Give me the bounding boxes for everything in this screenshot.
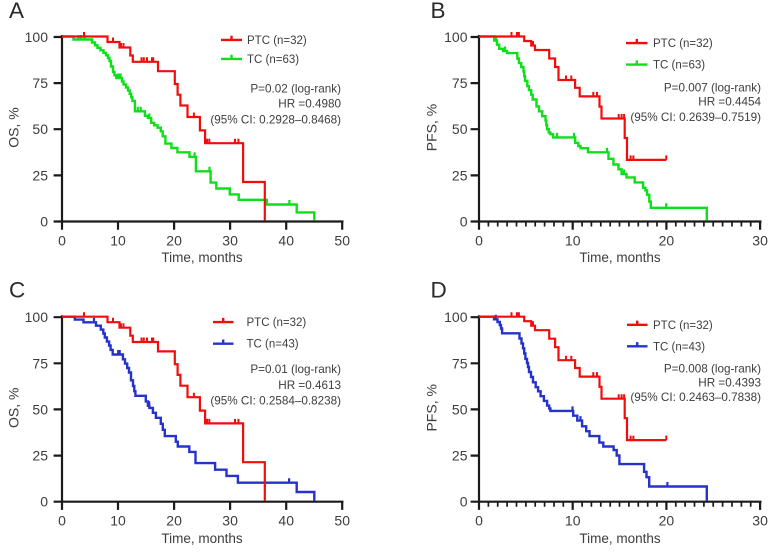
- svg-text:20: 20: [659, 513, 675, 529]
- svg-text:10: 10: [110, 233, 126, 249]
- svg-text:50: 50: [334, 233, 350, 249]
- svg-text:D: D: [431, 277, 447, 302]
- svg-text:50: 50: [32, 401, 48, 417]
- svg-text:0: 0: [40, 214, 48, 230]
- svg-text:50: 50: [334, 513, 350, 529]
- svg-text:P=0.01 (log-rank): P=0.01 (log-rank): [250, 363, 341, 376]
- svg-text:OS, %: OS, %: [6, 107, 22, 147]
- svg-text:20: 20: [166, 513, 182, 529]
- svg-text:10: 10: [565, 233, 581, 249]
- svg-text:25: 25: [32, 167, 48, 183]
- svg-text:0: 0: [58, 233, 66, 249]
- svg-text:Time, months: Time, months: [579, 531, 661, 546]
- svg-text:0: 0: [40, 494, 48, 510]
- svg-text:20: 20: [659, 233, 675, 249]
- svg-text:30: 30: [222, 233, 238, 249]
- svg-text:(95% CI: 0.2463–0.7838): (95% CI: 0.2463–0.7838): [630, 391, 761, 404]
- svg-text:C: C: [9, 277, 25, 302]
- svg-text:30: 30: [222, 513, 238, 529]
- svg-text:PTC (n=32): PTC (n=32): [247, 317, 307, 329]
- svg-text:PTC (n=32): PTC (n=32): [653, 38, 713, 50]
- svg-text:P=0.02 (log-rank): P=0.02 (log-rank): [250, 82, 341, 95]
- svg-text:(95% CI: 0.2639–0.7519): (95% CI: 0.2639–0.7519): [630, 111, 761, 124]
- svg-text:100: 100: [25, 309, 49, 325]
- svg-text:75: 75: [32, 75, 48, 91]
- svg-text:10: 10: [565, 513, 581, 529]
- svg-text:75: 75: [452, 75, 468, 91]
- svg-text:25: 25: [32, 448, 48, 464]
- svg-text:HR =0.4393: HR =0.4393: [698, 377, 761, 390]
- svg-text:Time, months: Time, months: [161, 250, 243, 265]
- svg-text:PTC (n=32): PTC (n=32): [247, 35, 307, 47]
- svg-text:20: 20: [166, 233, 182, 249]
- svg-text:PFS, %: PFS, %: [424, 384, 440, 431]
- svg-text:25: 25: [452, 448, 468, 464]
- svg-text:0: 0: [460, 494, 468, 510]
- svg-text:0: 0: [58, 513, 66, 529]
- svg-text:TC (n=43): TC (n=43): [247, 339, 299, 351]
- svg-text:HR =0.4454: HR =0.4454: [698, 96, 761, 109]
- svg-text:75: 75: [32, 355, 48, 371]
- svg-text:40: 40: [278, 513, 294, 529]
- svg-text:0: 0: [475, 513, 483, 529]
- svg-text:(95% CI: 0.2584–0.8238): (95% CI: 0.2584–0.8238): [210, 394, 341, 407]
- svg-text:B: B: [431, 0, 446, 23]
- svg-text:TC (n=63): TC (n=63): [247, 54, 299, 66]
- svg-text:Time, months: Time, months: [579, 250, 661, 265]
- svg-text:HR =0.4980: HR =0.4980: [278, 97, 341, 110]
- svg-text:100: 100: [444, 29, 468, 45]
- svg-text:30: 30: [752, 233, 768, 249]
- svg-text:PTC (n=32): PTC (n=32): [653, 320, 713, 332]
- svg-text:TC (n=43): TC (n=43): [653, 341, 705, 353]
- svg-text:P=0.008 (log-rank): P=0.008 (log-rank): [664, 362, 761, 375]
- svg-text:50: 50: [452, 121, 468, 137]
- svg-text:TC (n=63): TC (n=63): [653, 60, 705, 72]
- svg-text:100: 100: [25, 29, 49, 45]
- svg-text:(95% CI: 0.2928–0.8468): (95% CI: 0.2928–0.8468): [210, 113, 341, 126]
- svg-text:10: 10: [110, 513, 126, 529]
- svg-text:75: 75: [452, 355, 468, 371]
- svg-text:HR =0.4613: HR =0.4613: [278, 379, 341, 392]
- svg-text:100: 100: [444, 309, 468, 325]
- svg-text:P=0.007 (log-rank): P=0.007 (log-rank): [664, 82, 761, 95]
- svg-text:0: 0: [460, 214, 468, 230]
- svg-text:30: 30: [752, 513, 768, 529]
- svg-text:50: 50: [32, 121, 48, 137]
- svg-text:A: A: [9, 0, 24, 23]
- svg-text:50: 50: [452, 401, 468, 417]
- svg-text:40: 40: [278, 233, 294, 249]
- svg-text:PFS, %: PFS, %: [424, 104, 440, 151]
- svg-text:0: 0: [475, 233, 483, 249]
- svg-text:Time, months: Time, months: [161, 531, 243, 546]
- svg-text:OS, %: OS, %: [6, 388, 22, 428]
- svg-text:25: 25: [452, 167, 468, 183]
